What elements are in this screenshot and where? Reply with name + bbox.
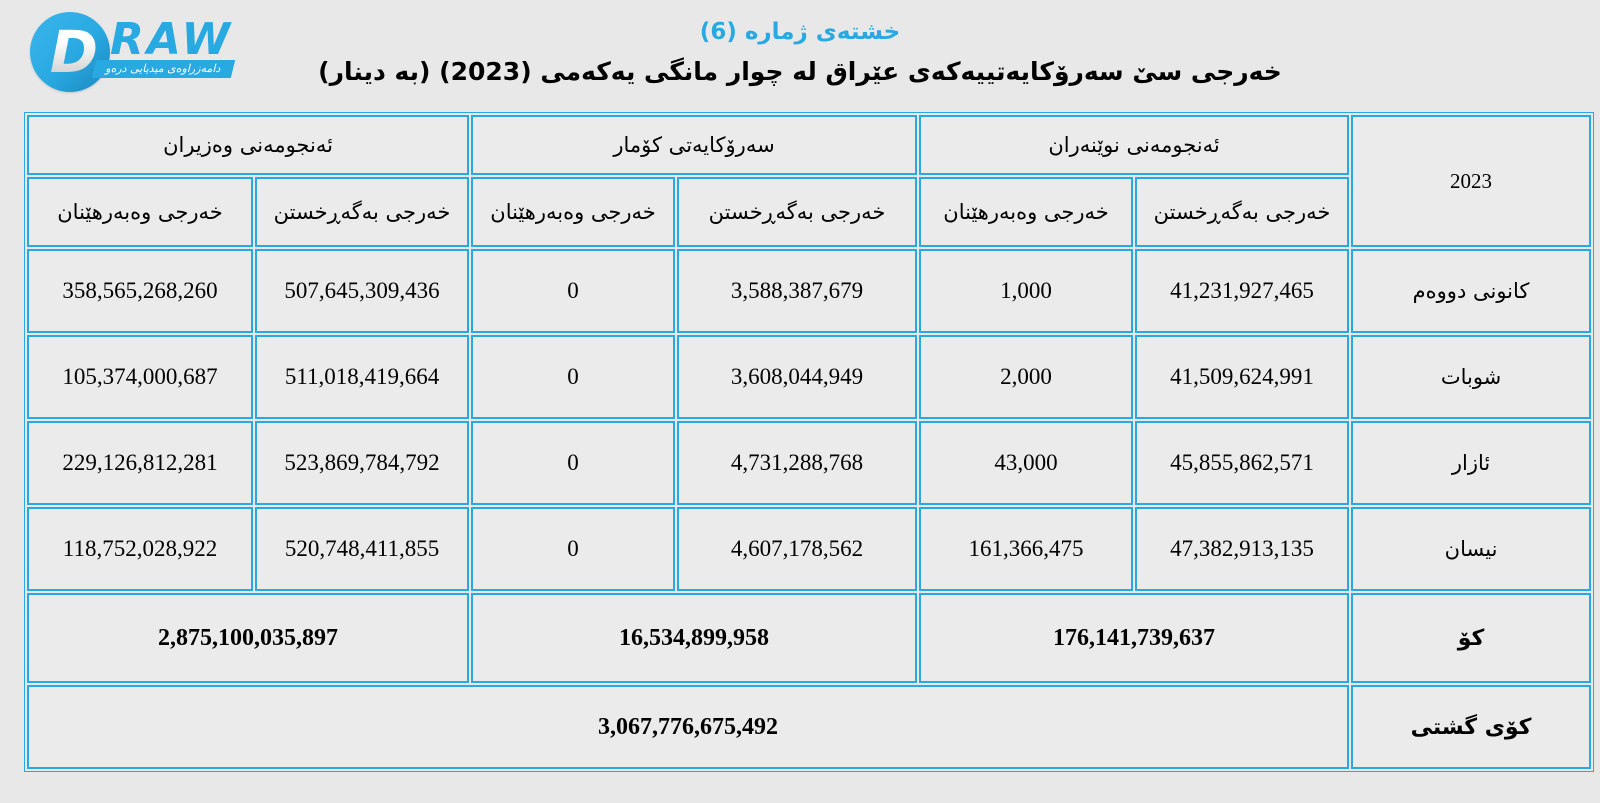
value-parliament-operating: 41,231,927,465 — [1135, 249, 1350, 333]
logo-letter-d: D — [49, 18, 99, 86]
expenses-table-wrapper: 2023 ئەنجومەنی نوێنەران سەرۆکایەتی کۆمار… — [24, 112, 1595, 772]
value-parliament-operating: 45,855,862,571 — [1135, 421, 1350, 505]
group-header-row: 2023 ئەنجومەنی نوێنەران سەرۆکایەتی کۆمار… — [27, 115, 1592, 247]
value-presidency-investment: 0 — [471, 335, 676, 419]
value-parliament-operating: 41,509,624,991 — [1135, 335, 1350, 419]
subheader-ministers-operating: خەرجی بەگەڕخستن — [255, 177, 470, 247]
value-ministers-investment: 229,126,812,281 — [27, 421, 254, 505]
value-parliament-investment: 161,366,475 — [919, 507, 1134, 591]
subheader-presidency-operating: خەرجی بەگەڕخستن — [677, 177, 918, 247]
title-block: خشتەی ژماره (6) خەرجی سێ سەرۆکایەتییەکەی… — [0, 18, 1600, 88]
grand-total-label: کۆی گشتی — [1351, 685, 1592, 769]
value-presidency-operating: 4,731,288,768 — [677, 421, 918, 505]
group-header-parliament: ئەنجومەنی نوێنەران — [919, 115, 1350, 175]
value-ministers-operating: 511,018,419,664 — [255, 335, 470, 419]
logo-circle-icon: D — [30, 12, 110, 92]
grand-total-row: کۆی گشتی 3,067,776,675,492 — [27, 685, 1592, 769]
value-presidency-investment: 0 — [471, 421, 676, 505]
table-number-title: خشتەی ژماره (6) — [699, 19, 901, 45]
totals-label: کۆ — [1351, 593, 1592, 683]
page-title: خەرجی سێ سەرۆکایەتییەکەی عێراق لە چوار م… — [318, 56, 1282, 86]
value-parliament-investment: 1,000 — [919, 249, 1134, 333]
month-row: کانونی دووەم 41,231,927,465 1,000 3,588,387… — [27, 249, 1592, 333]
totals-presidency: 16,534,899,958 — [471, 593, 918, 683]
value-presidency-investment: 0 — [471, 249, 676, 333]
value-presidency-operating: 4,607,178,562 — [677, 507, 918, 591]
logo-wordmark-block: RAW دامەزراوەی میدیایی درەو — [91, 14, 236, 78]
value-presidency-operating: 3,588,387,679 — [677, 249, 918, 333]
sub-header-row: خەرجی بەگەڕخستن خەرجی وەبەرهێنان خەرجی ب… — [27, 177, 1591, 247]
totals-parliament: 176,141,739,637 — [919, 593, 1350, 683]
month-label: نیسان — [1351, 507, 1592, 591]
year-header-cell: 2023 — [1351, 115, 1592, 247]
value-ministers-operating: 520,748,411,855 — [255, 507, 470, 591]
logo-wordmark: RAW — [109, 14, 234, 65]
month-label: کانونی دووەم — [1351, 249, 1592, 333]
draw-media-logo: D RAW دامەزراوەی میدیایی درەو — [30, 12, 236, 92]
value-ministers-operating: 507,645,309,436 — [255, 249, 470, 333]
table-body: کانونی دووەم 41,231,927,465 1,000 3,588,387… — [27, 249, 1592, 769]
month-row: ئازار 45,855,862,571 43,000 4,731,288,768 0 5… — [27, 421, 1592, 505]
month-label: شوبات — [1351, 335, 1592, 419]
grand-total-value: 3,067,776,675,492 — [27, 685, 1350, 769]
value-parliament-operating: 47,382,913,135 — [1135, 507, 1350, 591]
subheader-presidency-investment: خەرجی وەبەرهێنان — [471, 177, 676, 247]
value-parliament-investment: 2,000 — [919, 335, 1134, 419]
value-parliament-investment: 43,000 — [919, 421, 1134, 505]
value-ministers-investment: 358,565,268,260 — [27, 249, 254, 333]
value-presidency-operating: 3,608,044,949 — [677, 335, 918, 419]
value-ministers-operating: 523,869,784,792 — [255, 421, 470, 505]
subheader-ministers-investment: خەرجی وەبەرهێنان — [27, 177, 254, 247]
totals-row: کۆ 176,141,739,637 16,534,899,958 2,875,… — [27, 593, 1592, 683]
month-label: ئازار — [1351, 421, 1592, 505]
expenses-table: 2023 ئەنجومەنی نوێنەران سەرۆکایەتی کۆمار… — [24, 112, 1595, 772]
group-header-presidency: سەرۆکایەتی کۆمار — [471, 115, 918, 175]
month-row: شوبات 41,509,624,991 2,000 3,608,044,949 0 51… — [27, 335, 1592, 419]
month-row: نیسان 47,382,913,135 161,366,475 4,607,178,… — [27, 507, 1592, 591]
value-presidency-investment: 0 — [471, 507, 676, 591]
totals-ministers: 2,875,100,035,897 — [27, 593, 470, 683]
value-ministers-investment: 105,374,000,687 — [27, 335, 254, 419]
subheader-parliament-investment: خەرجی وەبەرهێنان — [919, 177, 1134, 247]
value-ministers-investment: 118,752,028,922 — [27, 507, 254, 591]
subheader-parliament-operating: خەرجی بەگەڕخستن — [1135, 177, 1350, 247]
group-header-ministers: ئەنجومەنی وەزیران — [27, 115, 470, 175]
